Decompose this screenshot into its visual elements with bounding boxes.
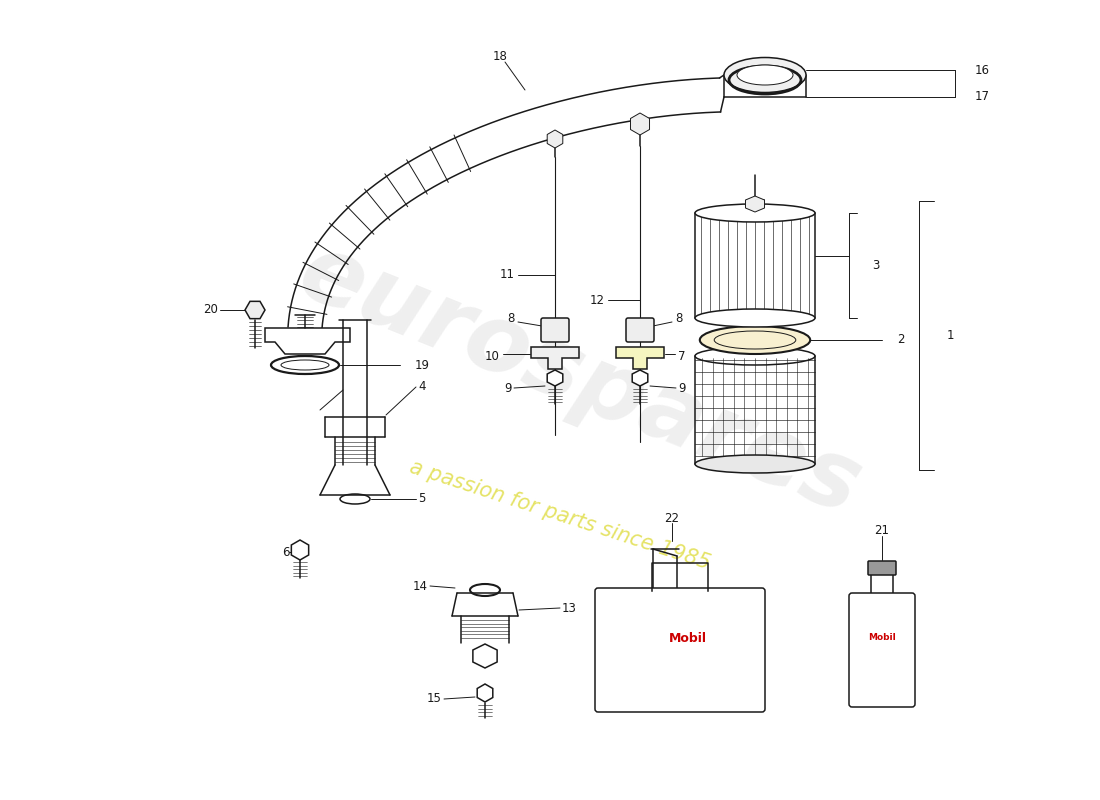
Polygon shape xyxy=(245,302,265,318)
Ellipse shape xyxy=(695,204,815,222)
Text: 9: 9 xyxy=(505,382,512,394)
Ellipse shape xyxy=(724,58,806,93)
FancyBboxPatch shape xyxy=(541,318,569,342)
Polygon shape xyxy=(632,370,648,386)
Polygon shape xyxy=(547,130,563,148)
Text: 8: 8 xyxy=(675,311,682,325)
Polygon shape xyxy=(547,370,563,386)
Text: 14: 14 xyxy=(412,579,428,593)
Text: 22: 22 xyxy=(664,513,680,526)
Text: Mobil: Mobil xyxy=(669,631,707,645)
Text: 15: 15 xyxy=(427,693,442,706)
Text: 17: 17 xyxy=(975,90,990,103)
Polygon shape xyxy=(292,540,309,560)
FancyBboxPatch shape xyxy=(595,588,764,712)
Text: 16: 16 xyxy=(975,63,990,77)
Ellipse shape xyxy=(700,326,811,354)
Polygon shape xyxy=(531,347,579,369)
Polygon shape xyxy=(265,328,350,354)
Polygon shape xyxy=(477,684,493,702)
Text: a passion for parts since 1985: a passion for parts since 1985 xyxy=(407,457,713,573)
Ellipse shape xyxy=(737,65,793,85)
Text: 8: 8 xyxy=(507,311,515,325)
Text: 11: 11 xyxy=(500,269,515,282)
Text: 21: 21 xyxy=(874,525,890,538)
Text: 5: 5 xyxy=(418,493,426,506)
Ellipse shape xyxy=(271,356,339,374)
Polygon shape xyxy=(616,347,664,369)
Text: 1: 1 xyxy=(947,329,955,342)
Text: 13: 13 xyxy=(562,602,576,614)
Text: 3: 3 xyxy=(872,259,879,272)
Text: 4: 4 xyxy=(418,381,426,394)
Text: Mobil: Mobil xyxy=(868,634,895,642)
Text: 2: 2 xyxy=(896,334,904,346)
Text: 19: 19 xyxy=(415,358,430,371)
FancyBboxPatch shape xyxy=(868,561,896,575)
Text: 20: 20 xyxy=(204,303,218,317)
FancyBboxPatch shape xyxy=(849,593,915,707)
Ellipse shape xyxy=(695,309,815,327)
Text: 6: 6 xyxy=(283,546,290,558)
Text: 9: 9 xyxy=(678,382,685,394)
Text: 7: 7 xyxy=(678,350,685,363)
Polygon shape xyxy=(746,196,764,212)
Ellipse shape xyxy=(695,347,815,365)
Ellipse shape xyxy=(695,455,815,473)
Text: 12: 12 xyxy=(590,294,605,306)
Text: 10: 10 xyxy=(485,350,501,363)
Text: eurospares: eurospares xyxy=(286,226,874,534)
Polygon shape xyxy=(473,644,497,668)
Text: 18: 18 xyxy=(493,50,507,62)
FancyBboxPatch shape xyxy=(626,318,654,342)
Polygon shape xyxy=(630,113,649,135)
